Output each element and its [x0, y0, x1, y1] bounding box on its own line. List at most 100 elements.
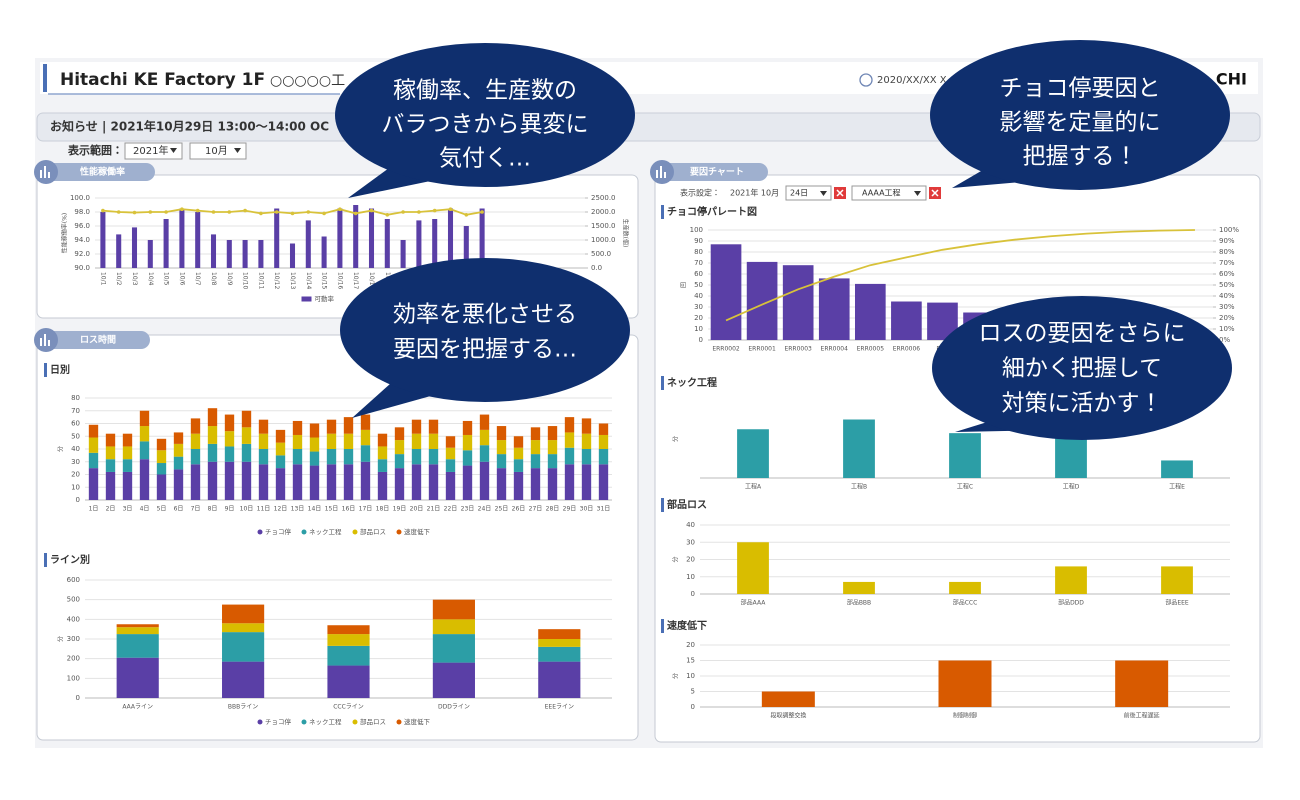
legend-label: チョコ停 [265, 527, 292, 536]
bar-segment [173, 456, 184, 470]
bar-segment [598, 464, 609, 500]
bar [131, 227, 138, 268]
y-tick-label: 100.0 [70, 194, 90, 202]
y-axis-label: 分 [672, 556, 680, 562]
y-tick-label: 70 [71, 407, 80, 415]
bar-segment [411, 464, 422, 500]
x-tick-label: 28日 [546, 506, 560, 513]
bar-segment [88, 437, 99, 453]
process-select-text: AAAA工程 [862, 189, 901, 198]
bar-segment [292, 464, 303, 500]
x-tick-label: 10/18 [368, 272, 375, 289]
line-point [195, 208, 200, 213]
y-tick-label: 500 [67, 596, 80, 604]
bar [116, 234, 122, 268]
x-tick-label: 10/1 [99, 272, 106, 286]
bar-segment [445, 436, 456, 448]
bar-segment [207, 408, 218, 427]
bar-segment [564, 432, 575, 448]
day-select-text: 24日 [790, 189, 808, 198]
bar [891, 301, 922, 340]
bar-segment [88, 452, 99, 469]
bar [479, 208, 485, 268]
x-tick-label: 10/12 [273, 272, 280, 289]
x-tick-label: 部品EEE [1165, 599, 1189, 607]
x-tick-label: ERR0002 [712, 346, 740, 353]
x-tick-label: 27日 [529, 506, 543, 513]
bar-segment [360, 414, 371, 430]
header-accent [43, 64, 47, 92]
legend-swatch [301, 296, 312, 302]
y-tick-label: 200 [67, 655, 80, 663]
bar-segment [222, 604, 265, 624]
bar-segment [432, 662, 475, 698]
x-tick-label: 29日 [563, 506, 577, 513]
x-tick-label: 部品BBB [847, 599, 871, 607]
bar-segment [343, 449, 354, 465]
chart-title-accent [661, 619, 664, 633]
settings-label: 表示設定： [680, 188, 720, 198]
bar-segment [432, 599, 475, 620]
y-tick-label: 70 [694, 259, 703, 267]
x-tick-label: 工程C [957, 483, 973, 491]
x-tick-label: BBBライン [228, 704, 258, 711]
callout-text: 効率を悪化させる [393, 302, 577, 328]
bar-segment [479, 445, 490, 462]
line-point [369, 208, 374, 213]
y-tick-label: 10 [694, 325, 703, 333]
y-axis-label: 回 [681, 282, 688, 288]
x-tick-label: 18日 [376, 506, 390, 513]
line-point [353, 211, 358, 216]
y-axis-label: 分 [57, 636, 65, 642]
x-tick-label: 10/2 [115, 272, 122, 286]
y2-tick-label: 2500.0 [591, 194, 616, 202]
y-axis-label: 分 [57, 446, 65, 452]
panel-title: ロス時間 [80, 334, 116, 346]
callout: 効率を悪化させる 要因を把握する… [340, 258, 630, 418]
bar [854, 283, 886, 340]
bar-segment [309, 437, 320, 452]
notice-text: お知らせ | 2021年10月29日 13:00～14:00 OC [50, 119, 329, 134]
x-tick-label: 10/7 [194, 272, 201, 286]
bar [1161, 460, 1193, 478]
day-select[interactable] [785, 185, 832, 201]
x-tick-label: 10/15 [321, 272, 328, 289]
bar [1055, 566, 1087, 594]
bar-segment [116, 624, 159, 628]
x-tick-label: 3日 [123, 506, 133, 513]
bar-segment [343, 417, 354, 434]
bar [761, 691, 815, 707]
bar-segment [275, 468, 286, 500]
bar [242, 240, 248, 268]
y2-tick-label: 0.0 [591, 264, 602, 272]
x-tick-label: 22日 [444, 506, 458, 513]
x-tick-label: 10/11 [257, 272, 264, 289]
bar-segment [530, 427, 541, 441]
y2-tick-label: 20% [1219, 314, 1235, 322]
callout-text: 対策に活かす！ [1002, 391, 1163, 417]
month-select[interactable] [189, 142, 247, 160]
y-axis-label: 分 [672, 673, 680, 679]
y2-tick-label: 80% [1219, 248, 1235, 256]
y2-tick-label: 30% [1219, 303, 1235, 311]
bar-segment [513, 436, 524, 448]
y-tick-label: 100 [67, 674, 80, 682]
bar [949, 433, 981, 478]
bar-segment [190, 418, 201, 434]
x-tick-label: 4日 [140, 506, 150, 513]
callout-text: 影響を定量的に [1000, 110, 1161, 136]
x-tick-label: 10/17 [352, 272, 359, 289]
callout-text: 要因を把握する… [393, 337, 577, 363]
year-select[interactable] [124, 142, 183, 160]
legend-swatch [396, 529, 402, 535]
x-tick-label: 工程D [1063, 483, 1080, 491]
bar-segment [139, 410, 150, 427]
charts-layer: 90.0 92.0 94.0 96.0 98.0 100.0 0.0 500.0 1000.0 1… [44, 194, 1239, 726]
bar-segment [139, 441, 150, 460]
year-select-text: 2021年 [133, 144, 168, 157]
bar-segment [292, 434, 303, 449]
process-select[interactable] [851, 185, 927, 201]
line-point [259, 211, 263, 216]
bar-segment [326, 433, 337, 449]
bar-segment [224, 414, 235, 432]
